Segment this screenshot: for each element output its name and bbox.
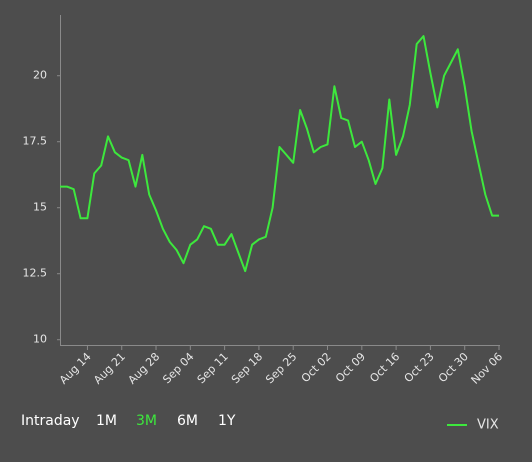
x-tick-label: Oct 09 bbox=[333, 350, 368, 385]
x-tick-label: Sep 04 bbox=[160, 350, 196, 386]
y-tick-label: 15 bbox=[33, 201, 47, 214]
range-button[interactable]: 1M bbox=[96, 413, 117, 429]
x-tick-label: Oct 30 bbox=[436, 350, 471, 385]
x-tick-label: Sep 18 bbox=[229, 350, 265, 386]
x-tick-label: Aug 28 bbox=[126, 350, 163, 387]
y-tick-label: 20 bbox=[33, 69, 47, 82]
x-tick-label: Sep 11 bbox=[195, 350, 231, 386]
range-button[interactable]: 3M bbox=[136, 413, 157, 429]
legend-label: VIX bbox=[477, 418, 499, 433]
y-tick-label: 12.5 bbox=[23, 267, 48, 280]
x-tick-label: Nov 06 bbox=[468, 350, 505, 387]
x-tick-label: Aug 14 bbox=[57, 350, 94, 387]
range-button[interactable]: Intraday bbox=[21, 413, 80, 429]
range-button[interactable]: 6M bbox=[177, 413, 198, 429]
x-tick-label: Oct 02 bbox=[299, 350, 334, 385]
x-tick-label: Oct 16 bbox=[367, 350, 402, 385]
y-tick-label: 10 bbox=[33, 333, 47, 346]
x-tick-label: Sep 25 bbox=[263, 350, 299, 386]
series-line bbox=[60, 35, 499, 273]
x-tick-label: Aug 21 bbox=[91, 350, 128, 387]
x-tick-label: Oct 23 bbox=[402, 350, 437, 385]
y-tick-label: 17.5 bbox=[23, 135, 48, 148]
range-button[interactable]: 1Y bbox=[218, 413, 236, 429]
